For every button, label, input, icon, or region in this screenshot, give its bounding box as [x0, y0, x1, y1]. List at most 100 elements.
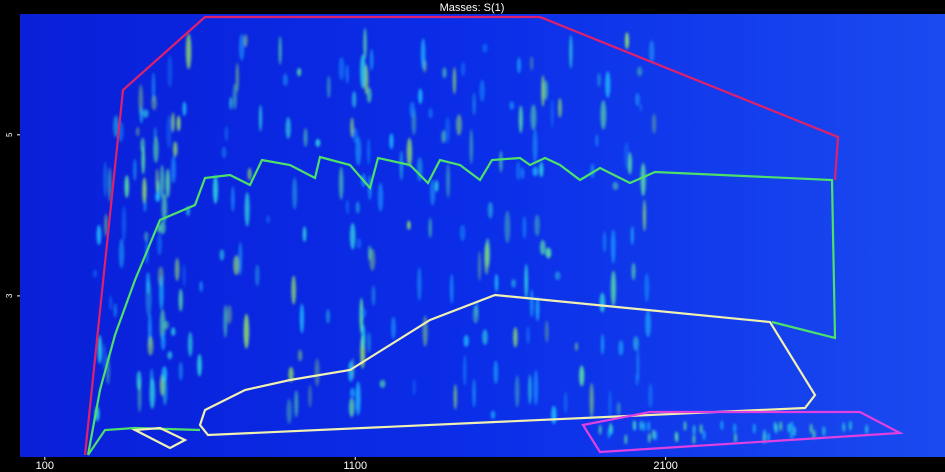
streak [613, 182, 619, 190]
streak [822, 426, 825, 436]
streak [624, 142, 630, 169]
streak [504, 211, 510, 244]
streak [391, 317, 396, 340]
streak [140, 107, 144, 124]
streak [156, 169, 159, 194]
streak [625, 32, 629, 49]
streak [149, 378, 155, 409]
streak [133, 159, 136, 181]
x-tick-label: 2100 [653, 460, 677, 472]
streak [636, 349, 639, 380]
streak [692, 434, 695, 444]
streak [326, 309, 330, 323]
streak [635, 93, 640, 106]
streak [199, 281, 203, 292]
streak [400, 151, 403, 181]
streak [633, 336, 639, 350]
streak [367, 138, 370, 165]
streak [454, 384, 457, 410]
streak [160, 221, 166, 234]
streak [428, 108, 433, 118]
streak [460, 225, 466, 242]
streak [684, 421, 687, 431]
streak [173, 142, 178, 157]
streak [183, 264, 186, 287]
streak [600, 293, 606, 313]
streak [473, 306, 479, 324]
streak [367, 87, 372, 103]
streak [810, 423, 813, 433]
streak [355, 136, 361, 165]
streak [356, 238, 361, 249]
streak [703, 430, 706, 440]
streak [316, 139, 321, 147]
streak [151, 95, 156, 110]
streak [380, 380, 386, 388]
streak [291, 276, 296, 305]
streak [464, 335, 469, 347]
streak [229, 97, 232, 110]
streak [700, 424, 703, 434]
streak [617, 402, 621, 415]
streak [569, 35, 572, 69]
streak [524, 264, 528, 299]
streak [790, 430, 793, 440]
streak [579, 366, 584, 387]
streak [734, 433, 737, 443]
streak [144, 231, 148, 242]
streak [423, 316, 428, 347]
streak [516, 161, 521, 180]
streak [171, 113, 174, 133]
streak [177, 116, 181, 132]
streak [517, 57, 521, 73]
streak [372, 285, 376, 306]
streak [298, 350, 303, 362]
streak [430, 180, 435, 206]
streak [488, 202, 493, 219]
streak [639, 421, 642, 431]
streak [482, 43, 488, 52]
streak [300, 304, 304, 334]
streak [652, 114, 656, 134]
streak [599, 425, 602, 435]
streak [633, 421, 636, 431]
streak [463, 355, 467, 386]
streak [315, 358, 320, 386]
streak [445, 117, 450, 144]
streak [643, 200, 646, 232]
streak [647, 421, 650, 431]
streak [531, 104, 537, 130]
streak [551, 99, 554, 129]
streak [545, 248, 551, 259]
streak [753, 424, 756, 434]
streak [601, 334, 604, 355]
streak [238, 242, 242, 276]
streak [389, 133, 393, 149]
streak [648, 433, 651, 443]
streak [618, 340, 623, 355]
streak [534, 215, 540, 237]
streak [188, 332, 193, 357]
streak [530, 289, 534, 317]
streak [114, 303, 117, 317]
streak [167, 55, 172, 87]
streak [350, 388, 355, 398]
streak [478, 251, 481, 281]
streak [244, 34, 247, 47]
streak [597, 73, 601, 87]
streak [624, 434, 627, 444]
streak [693, 425, 696, 435]
streak [632, 263, 636, 280]
streak [551, 406, 556, 424]
streak [611, 271, 616, 307]
streak [519, 105, 523, 133]
streak [469, 129, 473, 165]
streak [733, 423, 736, 433]
streak [528, 374, 531, 404]
streak [182, 102, 186, 116]
streak [292, 177, 297, 209]
streak [453, 67, 456, 94]
streak [352, 91, 356, 108]
chart-title: Masses: S(1) [440, 2, 505, 14]
y-tick-label: 3 [5, 293, 14, 298]
